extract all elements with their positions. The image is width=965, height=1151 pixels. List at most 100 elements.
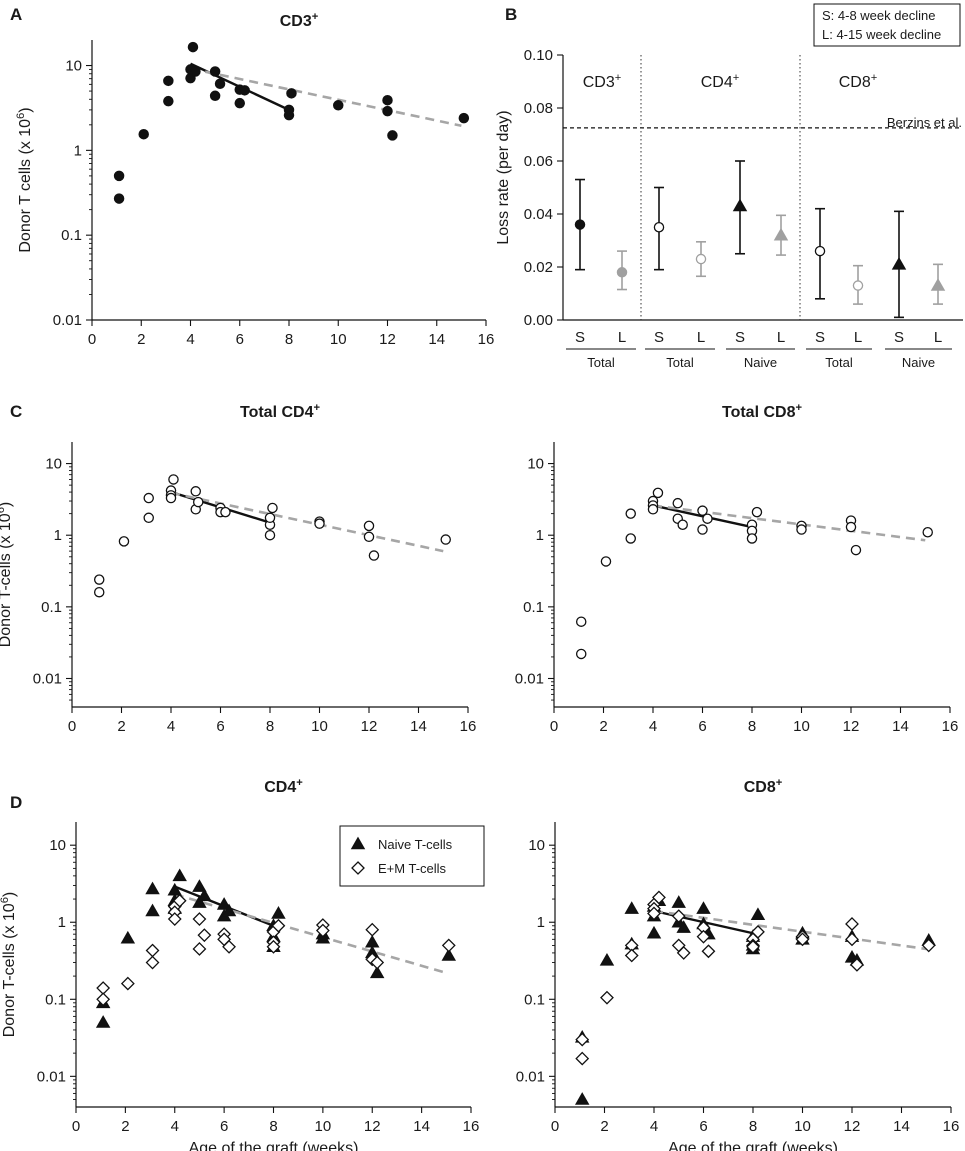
panel-b: 0.00 0.02 0.04 0.06 0.08 0.10 Berzins et al. S L…: [495, 3, 963, 370]
data-point: [163, 75, 174, 87]
x-tick-label: 8: [266, 718, 274, 735]
x-tick-label: 16: [460, 718, 477, 735]
x-tick-label: 4: [171, 1118, 179, 1135]
em-data-point: [167, 912, 182, 926]
x-tick-label: 6: [699, 1118, 707, 1135]
em-data-point: [575, 1032, 590, 1047]
data-point: [672, 497, 684, 509]
long-term-fit-line: [190, 67, 462, 128]
naive-data-point: [696, 901, 711, 914]
data-point: [332, 100, 344, 111]
em-data-point: [271, 918, 286, 933]
data-point: [382, 105, 393, 117]
x-tick-label: L: [934, 329, 942, 346]
y-axis-label: Donor T cells (x 106): [15, 107, 34, 252]
group-label: CD4+: [701, 72, 740, 91]
data-point: [239, 85, 250, 96]
x-tick-label: 8: [748, 718, 756, 735]
x-tick-label: 8: [269, 1118, 277, 1135]
naive-data-point: [574, 1092, 590, 1105]
estimate-point: [732, 198, 748, 212]
data-point: [168, 474, 179, 485]
y-tick-label: 1: [54, 527, 62, 544]
chart-title: CD3+: [280, 11, 319, 30]
naive-data-point: [95, 1015, 111, 1028]
legend-box: [339, 825, 485, 887]
x-tick-label: 16: [463, 1118, 480, 1135]
x-tick-label: 4: [650, 1118, 658, 1135]
chart-title: Total CD8+: [722, 402, 802, 421]
estimate-point: [852, 280, 864, 291]
naive-data-point: [192, 895, 207, 908]
em-data-point: [701, 944, 716, 959]
naive-data-point: [120, 930, 136, 944]
data-point: [746, 533, 758, 544]
em-data-point: [575, 1051, 590, 1066]
y-tick-label: 0.1: [45, 991, 66, 1008]
panel-letter: A: [10, 5, 22, 24]
data-point: [143, 512, 154, 524]
y-tick-label: 0.1: [523, 599, 544, 616]
naive-data-point: [271, 906, 286, 919]
data-point: [286, 88, 297, 99]
estimate-point: [773, 227, 789, 241]
x-tick-label: S: [575, 329, 585, 346]
x-tick-label: 14: [410, 718, 427, 735]
legend-box: [813, 3, 961, 47]
data-point: [697, 505, 708, 516]
y-tick-label: 0.1: [524, 991, 545, 1008]
data-point: [118, 536, 130, 547]
x-tick-label: 2: [600, 1118, 608, 1135]
y-tick-label: 0.01: [516, 1068, 545, 1085]
subgroup-label: Naive: [744, 355, 777, 370]
em-data-point: [222, 939, 236, 954]
x-tick-label: S: [894, 329, 904, 346]
em-data-point: [696, 929, 711, 944]
panel-a: 0 2 4 6 8 10 12 14 16 0.01 0.1 1 10: [53, 40, 494, 348]
y-tick-label: 0.08: [524, 100, 553, 117]
data-point: [845, 521, 857, 533]
long-term-fit-line: [170, 491, 444, 553]
y-tick-label: 0.1: [61, 227, 82, 244]
data-point: [165, 492, 177, 504]
naive-data-point: [197, 888, 212, 902]
estimate-point: [653, 221, 665, 233]
data-point: [575, 616, 587, 627]
em-data-point: [600, 990, 614, 1005]
y-tick-label: 1: [536, 527, 544, 544]
data-point: [93, 586, 105, 598]
data-point: [209, 90, 221, 102]
data-point: [190, 66, 201, 77]
em-data-point: [365, 922, 380, 937]
data-point: [264, 512, 276, 524]
x-tick-label: 14: [428, 331, 445, 348]
x-axis-label: Age of the graft (weeks): [189, 1140, 359, 1151]
x-tick-label: 10: [794, 1118, 811, 1135]
x-tick-label: 16: [943, 1118, 960, 1135]
em-data-point: [192, 942, 207, 956]
naive-data-point: [369, 965, 385, 979]
x-tick-label: 0: [88, 331, 96, 348]
x-tick-label: S: [815, 329, 825, 346]
data-point: [283, 104, 295, 116]
legend-label: S: 4-8 week decline: [822, 8, 935, 23]
x-tick-label: S: [735, 329, 745, 346]
em-data-point: [671, 909, 686, 924]
x-tick-label: 12: [844, 1118, 861, 1135]
y-tick-label: 0.01: [33, 670, 62, 687]
em-data-point: [751, 924, 765, 939]
y-tick-label: 1: [58, 914, 66, 931]
em-data-point: [315, 923, 330, 938]
data-point: [458, 112, 470, 124]
y-tick-label: 1: [74, 142, 82, 159]
long-term-fit-line: [652, 504, 926, 542]
data-point: [93, 574, 105, 585]
group-label: CD3+: [583, 72, 622, 91]
data-point: [190, 486, 201, 497]
subgroup-label: Total: [825, 355, 853, 370]
data-point: [163, 95, 174, 107]
y-tick-label: 0.01: [515, 670, 544, 687]
legend-label: Naive T-cells: [378, 837, 453, 852]
em-data-point: [845, 917, 859, 931]
data-point: [796, 524, 807, 535]
